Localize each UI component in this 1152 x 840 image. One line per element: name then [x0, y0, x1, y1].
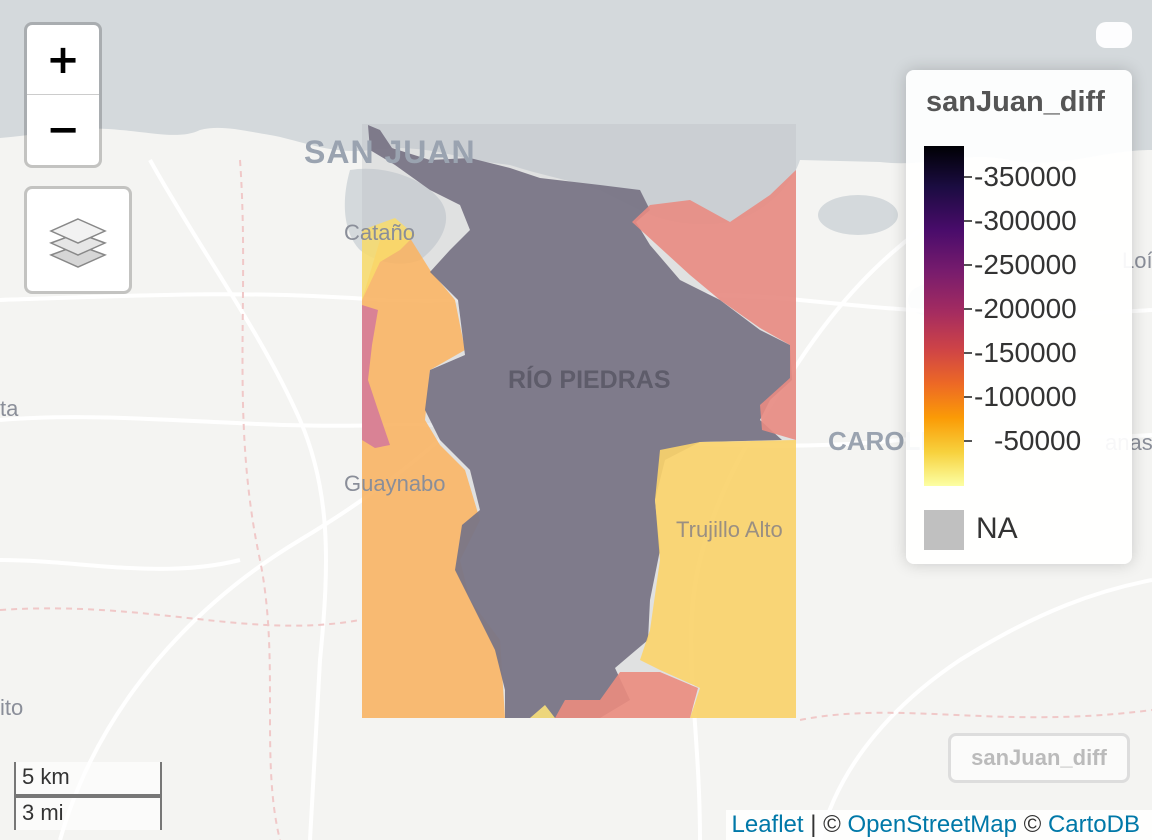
- region-yellow-se[interactable]: [640, 440, 796, 718]
- legend-tick: [964, 352, 972, 354]
- legend-tick: [964, 440, 972, 442]
- boundaries: [0, 159, 1152, 840]
- openstreetmap-link[interactable]: OpenStreetMap: [847, 811, 1017, 838]
- region-dark-center[interactable]: [368, 125, 792, 718]
- legend-label: -100000: [974, 381, 1077, 412]
- label-trujillo-alto: Trujillo Alto: [676, 517, 783, 542]
- region-red-south[interactable]: [555, 672, 698, 718]
- zoom-in-button[interactable]: +: [27, 25, 99, 95]
- region-yellow-nw[interactable]: [362, 218, 415, 300]
- legend-color-ramp: [924, 146, 964, 486]
- layers-control-button[interactable]: [24, 186, 132, 294]
- legend-label: -150000: [974, 337, 1077, 368]
- legend-tick: [964, 176, 972, 178]
- label-guaynabo: Guaynabo: [344, 471, 446, 496]
- sea: [0, 0, 1152, 225]
- leaflet-link[interactable]: Leaflet: [731, 811, 804, 838]
- legend-tick: [964, 308, 972, 310]
- label-san-juan: SAN JUAN: [304, 134, 476, 170]
- legend-na-swatch: [924, 510, 964, 550]
- legend-na-label: NA: [976, 512, 1018, 545]
- lagoon: [818, 195, 898, 235]
- legend-label: -50000: [994, 425, 1082, 456]
- layer-toggle-button[interactable]: sanJuan_diff: [948, 733, 1130, 783]
- attribution-separator: ©: [1016, 811, 1048, 838]
- zoom-control: + −: [24, 22, 102, 168]
- layers-icon: [49, 218, 107, 268]
- attribution-separator: | ©: [803, 811, 848, 838]
- legend-label: -200000: [974, 293, 1077, 324]
- cartodb-link[interactable]: CartoDB: [1047, 811, 1140, 838]
- legend-label: -300000: [974, 205, 1077, 236]
- legend: sanJuan_diff -350000 -300000 -250000 -20…: [906, 70, 1132, 564]
- zoom-out-button[interactable]: −: [46, 106, 80, 153]
- legend-title: sanJuan_diff: [926, 86, 1105, 118]
- attribution: Leaflet | © OpenStreetMap © CartoDB: [725, 810, 1152, 840]
- label-ta: ta: [0, 396, 19, 421]
- legend-label: -250000: [974, 249, 1077, 280]
- label-catano: Cataño: [344, 220, 415, 245]
- region-pink-west[interactable]: [362, 305, 390, 448]
- label-rio-piedras: RÍO PIEDRAS: [508, 365, 671, 394]
- legend-label: -350000: [974, 161, 1077, 192]
- scale-km: 5 km: [14, 762, 162, 796]
- region-yellow-south[interactable]: [530, 705, 555, 718]
- region-red-ne[interactable]: [632, 170, 796, 440]
- panel-toggle-button[interactable]: [1096, 22, 1132, 48]
- label-ito: ito: [0, 695, 23, 720]
- scale-mi: 3 mi: [14, 796, 162, 830]
- legend-tick: [964, 264, 972, 266]
- legend-tick: [964, 396, 972, 398]
- legend-tick: [964, 220, 972, 222]
- scale-bar: 5 km 3 mi: [14, 762, 162, 830]
